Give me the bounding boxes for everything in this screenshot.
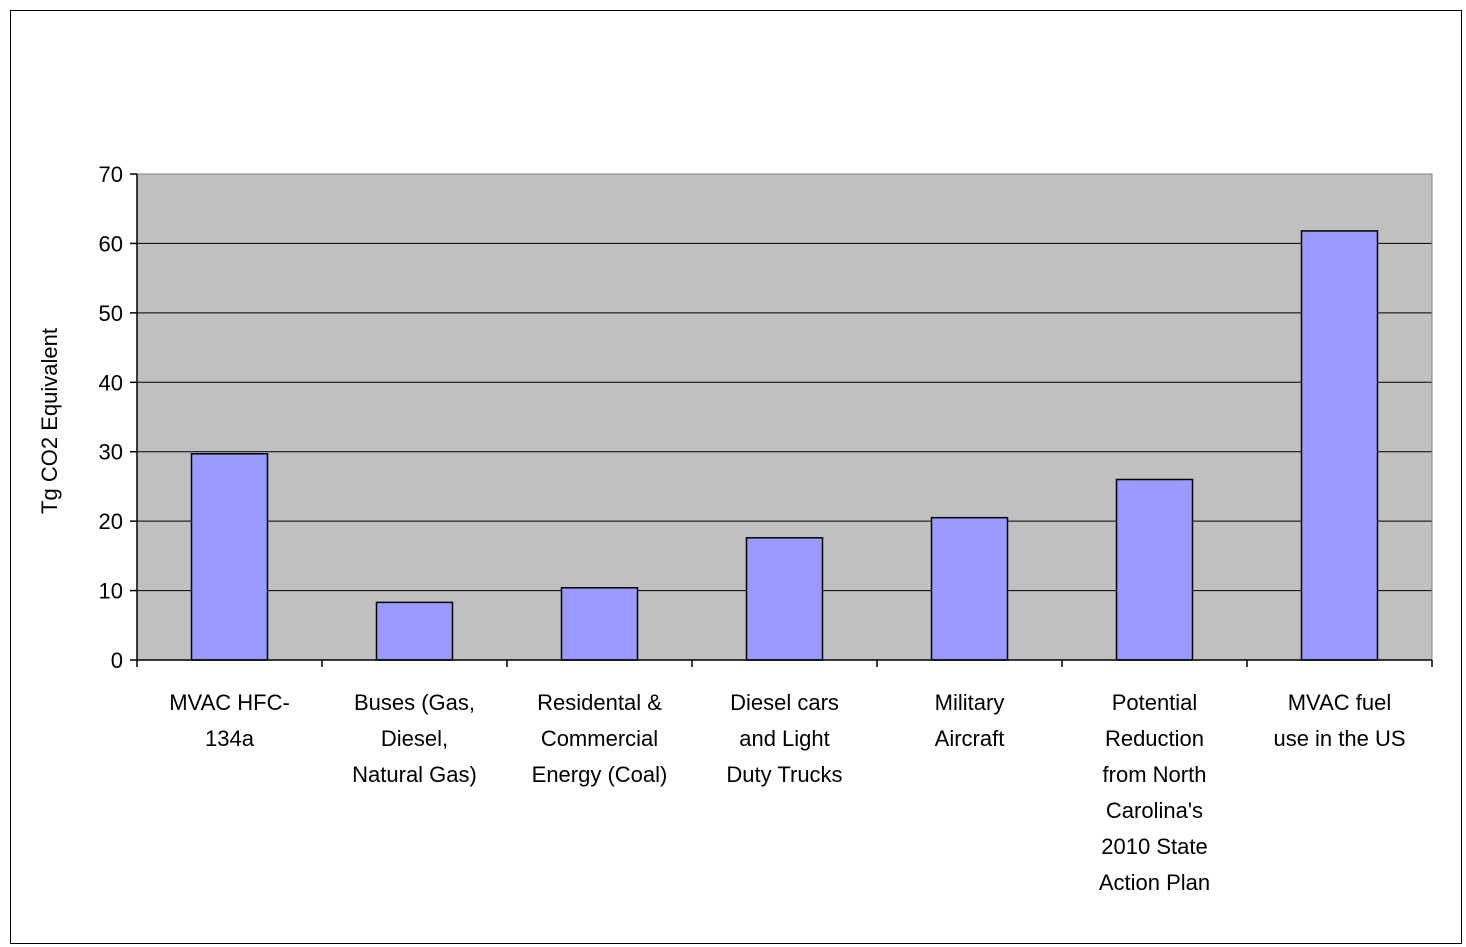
x-tick-label: Residental & Commercial Energy (Coal) — [532, 690, 668, 787]
x-tick-label: Buses (Gas, Diesel, Natural Gas) — [352, 690, 477, 787]
x-tick-label: MVAC fuel use in the US — [1273, 690, 1405, 751]
bar — [560, 587, 639, 661]
y-tick-label: 40 — [99, 370, 123, 395]
y-tick-label: 10 — [99, 579, 123, 604]
bar — [930, 516, 1009, 661]
bar — [1300, 230, 1379, 661]
y-tick-label: 50 — [99, 301, 123, 326]
bar — [375, 601, 454, 661]
y-axis-title: Tg CO2 Equivalent — [37, 328, 62, 514]
y-tick-label: 30 — [99, 440, 123, 465]
y-tick-label: 70 — [99, 162, 123, 187]
bar — [745, 537, 824, 661]
x-tick-label: Diesel cars and Light Duty Trucks — [726, 690, 842, 787]
y-tick-label: 60 — [99, 231, 123, 256]
y-tick-label: 0 — [111, 648, 123, 673]
x-tick-label: Military Aircraft — [935, 690, 1005, 751]
x-tick-label: MVAC HFC-134a — [169, 690, 290, 751]
bar — [1115, 478, 1194, 661]
y-tick-label: 20 — [99, 509, 123, 534]
bar — [190, 453, 269, 661]
x-tick-label: Potential Reduction from North Carolina's 20… — [1099, 690, 1210, 895]
